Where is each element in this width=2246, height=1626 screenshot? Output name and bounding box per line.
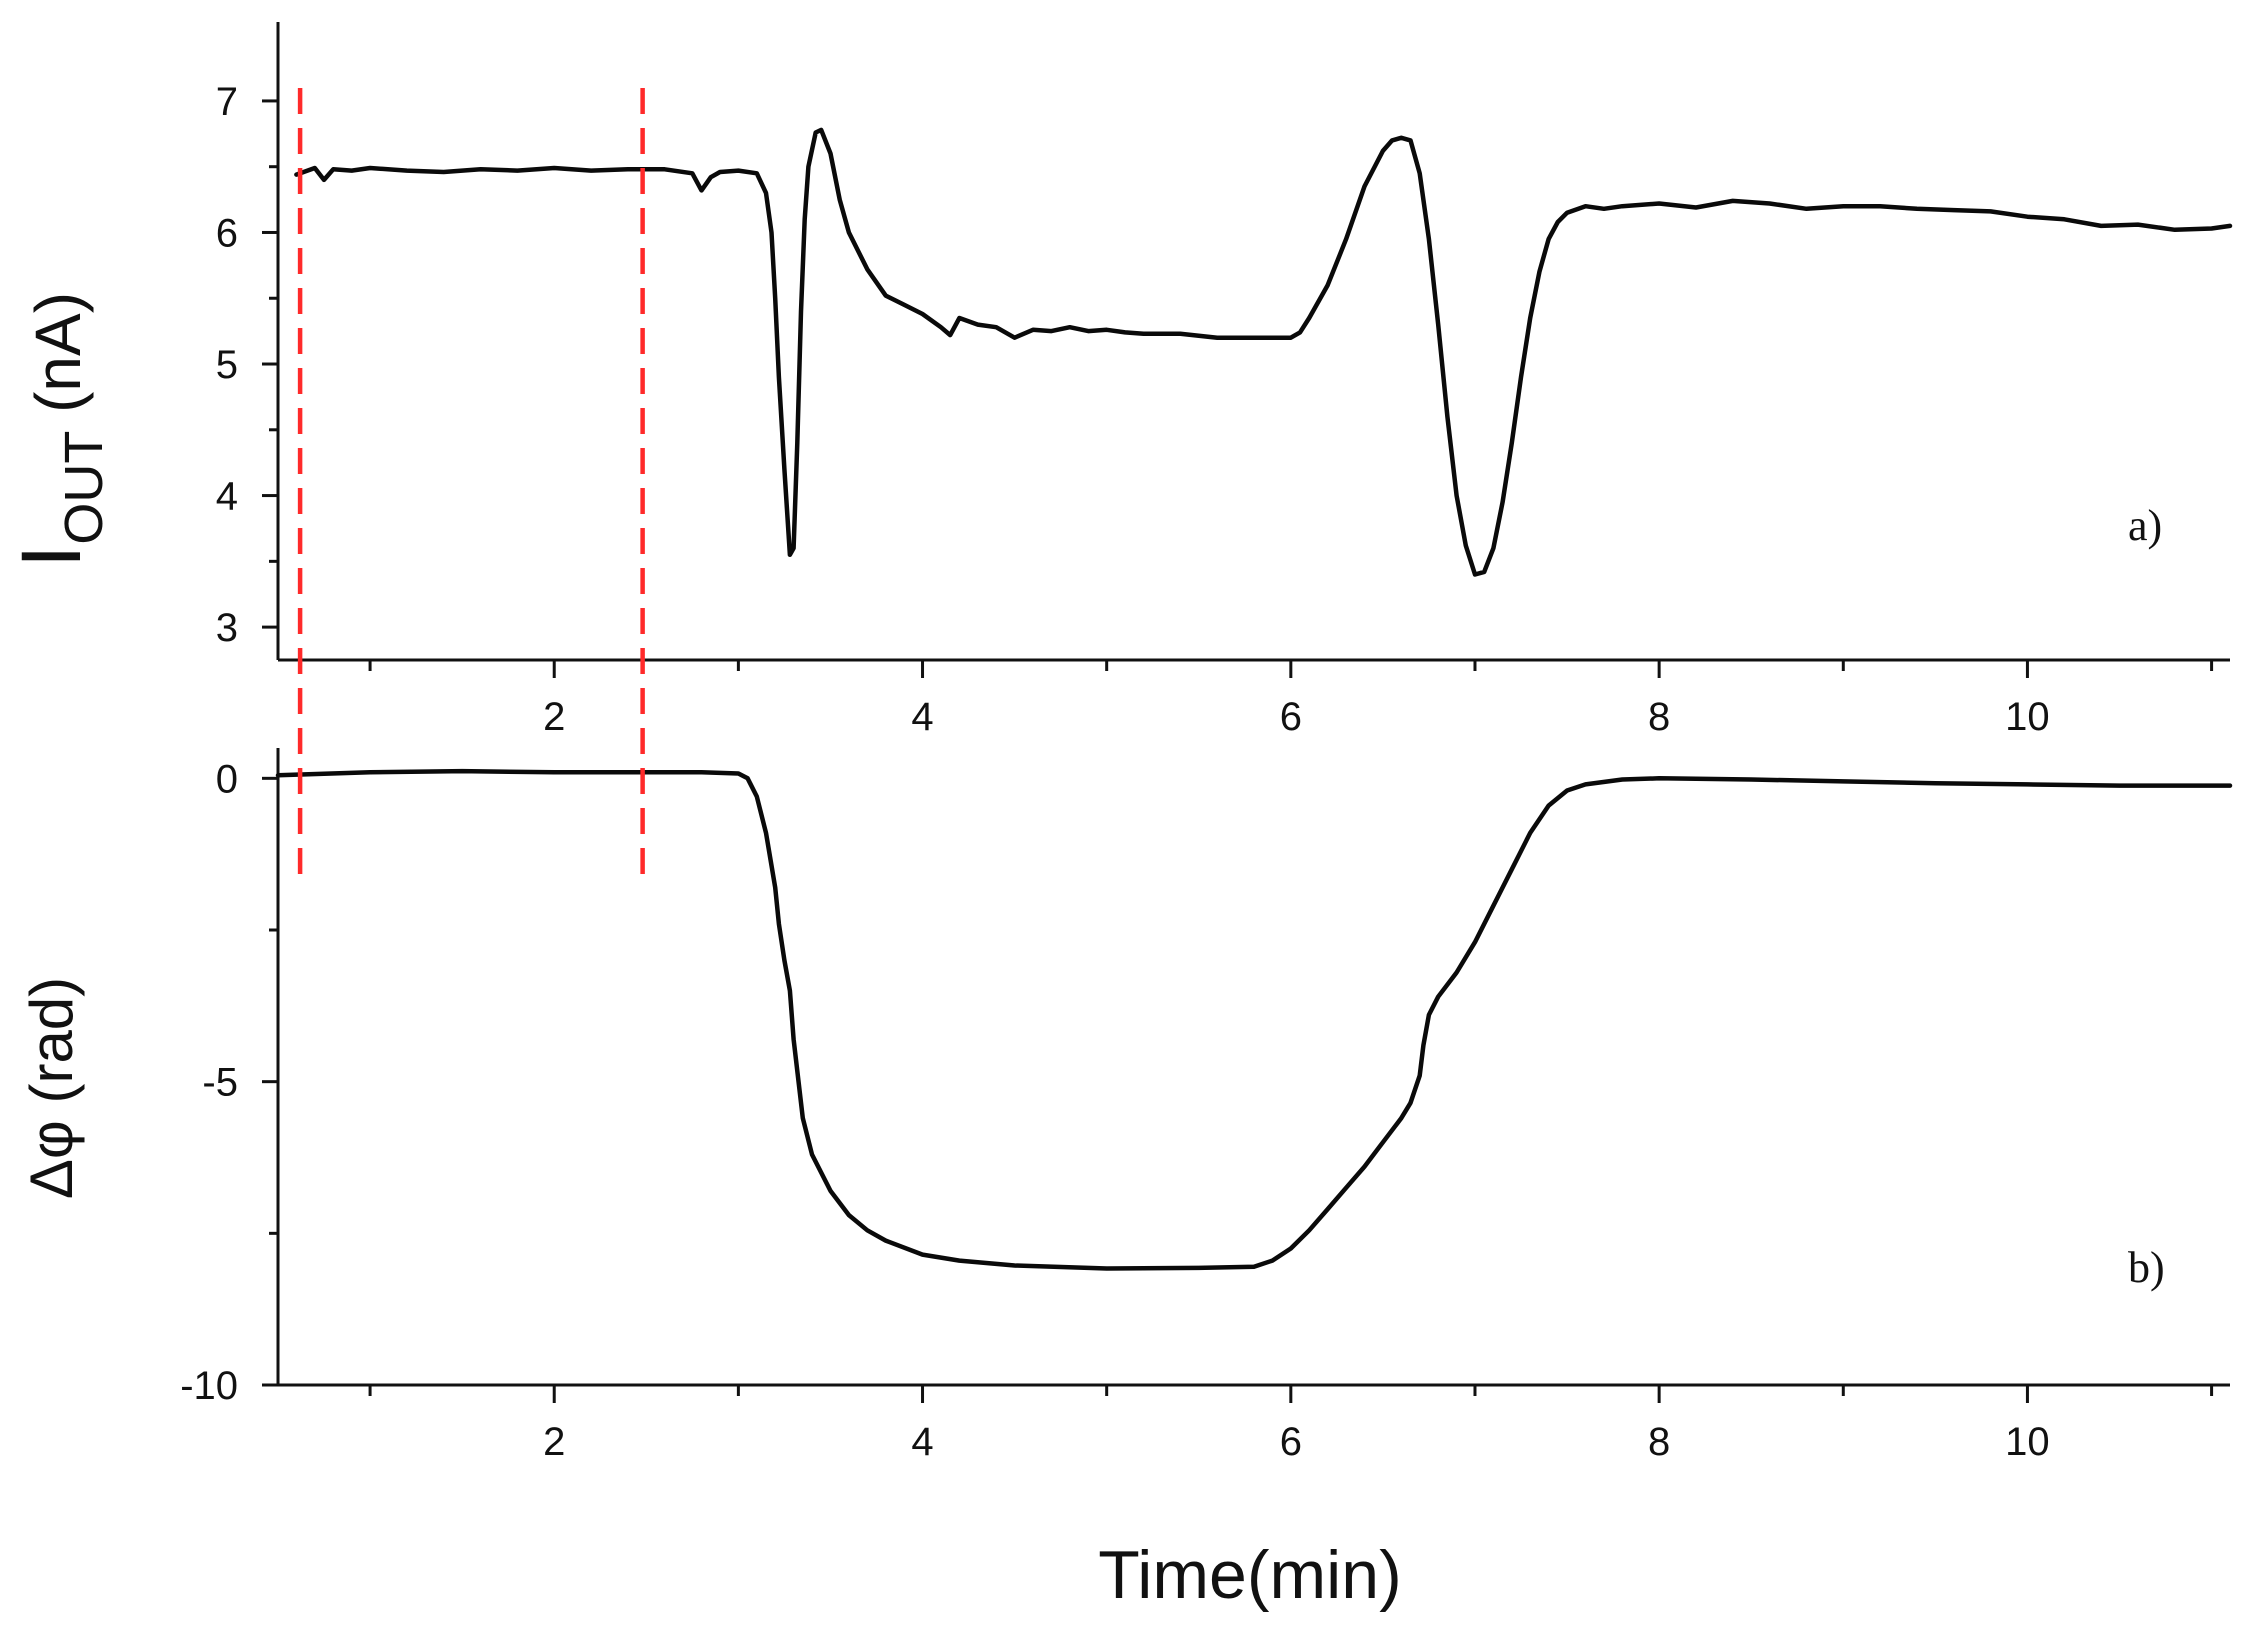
panel-b-trace-group: [275, 768, 2233, 1271]
panel-a-y-axis-title-unit: (nA): [22, 292, 94, 431]
panel-b: 2 4 6 8 10 0 -5 -10 b) Δφ (rad) Time(min): [18, 748, 2233, 1613]
panel-a-x-tick-label: 6: [1280, 695, 1302, 739]
panel-a-y-axis-title-main: I: [4, 545, 98, 568]
panel-a-y-axis-title-sub: OUT: [54, 431, 114, 545]
panel-a-ticks: 2 4 6 8 10 3 4 5 6 7: [216, 22, 2230, 739]
panel-b-x-tick-label: 4: [911, 1420, 933, 1464]
panel-a-x-tick-label: 4: [911, 695, 933, 739]
panel-b-series-line: [275, 768, 2233, 1271]
panel-b-x-tick-label: 8: [1648, 1420, 1670, 1464]
panel-b-y-tick-label: -10: [180, 1364, 238, 1408]
panel-b-x-tick-label: 2: [543, 1420, 565, 1464]
panel-a-tag: a): [2128, 501, 2162, 550]
panel-a-x-tick-label: 8: [1648, 695, 1670, 739]
panel-b-y-axis-title: Δφ (rad): [18, 977, 85, 1199]
panel-a-trace-group: [294, 127, 2233, 577]
panel-b-tag: b): [2128, 1243, 2165, 1292]
panel-b-y-tick-label: 0: [216, 757, 238, 801]
panel-a-y-tick-label: 3: [216, 606, 238, 650]
panel-a-y-tick-label: 4: [216, 475, 238, 519]
panel-a-y-tick-label: 5: [216, 343, 238, 387]
panel-a: 2 4 6 8 10 3 4 5 6 7 a) IOUT (nA): [4, 22, 2233, 739]
marker-lines: [297, 88, 645, 882]
panel-a-x-tick-label: 2: [543, 695, 565, 739]
panel-a-series-line: [294, 127, 2233, 577]
panel-a-x-tick-label: 10: [2005, 695, 2050, 739]
x-axis-title: Time(min): [1098, 1537, 1401, 1613]
panel-a-y-axis-title: IOUT (nA): [4, 292, 114, 568]
panel-b-x-tick-label: 6: [1280, 1420, 1302, 1464]
panel-a-y-tick-label: 6: [216, 211, 238, 255]
panel-a-y-tick-label: 7: [216, 80, 238, 124]
panel-b-y-tick-label: -5: [202, 1061, 238, 1105]
panel-b-ticks: 2 4 6 8 10 0 -5 -10: [180, 748, 2230, 1464]
panel-b-x-tick-label: 10: [2005, 1420, 2050, 1464]
